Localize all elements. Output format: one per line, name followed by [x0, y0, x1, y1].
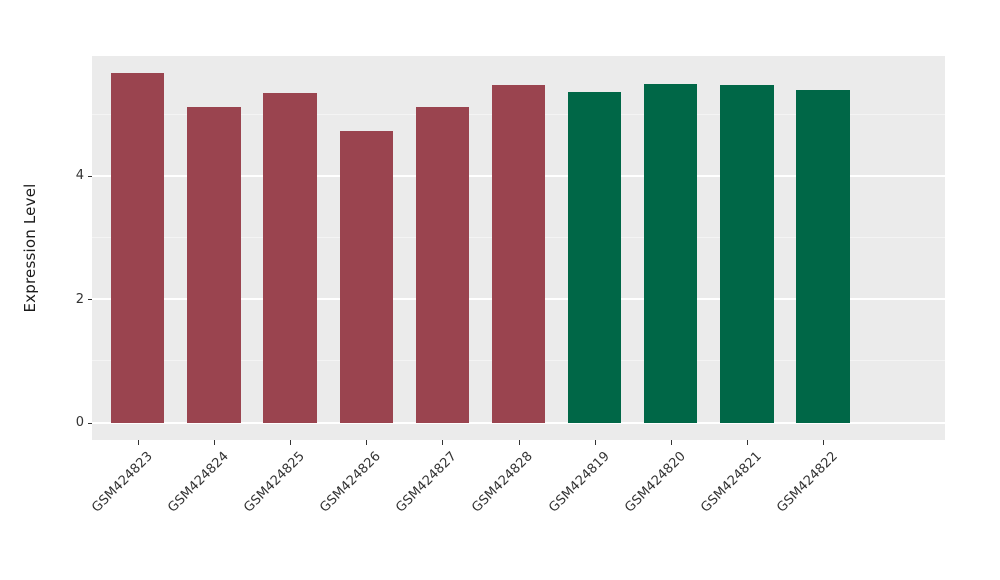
x-axis-tick	[594, 440, 596, 445]
bar-GSM424825	[263, 93, 317, 423]
x-axis-tick	[213, 440, 215, 445]
bar-GSM424820	[644, 83, 698, 423]
gridline-major	[92, 421, 945, 424]
x-axis-tick	[366, 440, 368, 445]
bar-GSM424824	[187, 107, 241, 423]
x-axis-tick-label: GSM424828	[469, 449, 537, 516]
bar-GSM424821	[720, 85, 774, 423]
y-axis-tick-label: 2	[75, 291, 84, 307]
y-axis-tick	[88, 175, 92, 177]
bar-GSM424827	[415, 107, 469, 423]
bar-GSM424819	[568, 91, 622, 423]
x-axis-tick-label: GSM424826	[317, 449, 384, 516]
y-axis-title: Expression Level	[21, 183, 39, 313]
plot-panel	[92, 56, 945, 440]
x-axis-tick-label: GSM424821	[698, 449, 765, 516]
y-axis-tick-label: 0	[75, 415, 84, 431]
bar-GSM424826	[339, 130, 393, 423]
x-axis-tick-label: GSM424822	[774, 449, 841, 516]
y-axis-tick-label: 4	[75, 168, 84, 184]
x-axis-tick-label: GSM424824	[164, 449, 232, 516]
x-axis-tick-label: GSM424819	[545, 449, 613, 516]
x-axis-tick-label: GSM424825	[241, 449, 308, 516]
y-axis-tick	[88, 299, 92, 301]
bar-GSM424823	[111, 73, 165, 423]
x-axis-tick	[746, 440, 748, 445]
x-axis-tick	[670, 440, 672, 445]
x-axis-tick	[823, 440, 825, 445]
x-axis-tick	[442, 440, 444, 445]
x-axis-tick-label: GSM424820	[621, 449, 689, 516]
x-axis-tick-label: GSM424827	[393, 449, 460, 516]
x-axis-tick	[290, 440, 292, 445]
x-axis-tick	[137, 440, 139, 445]
x-axis-tick-label: GSM424823	[88, 449, 156, 516]
bar-GSM424822	[796, 89, 850, 423]
y-axis-tick	[88, 422, 92, 424]
x-axis-tick	[518, 440, 520, 445]
bar-GSM424828	[491, 85, 546, 423]
